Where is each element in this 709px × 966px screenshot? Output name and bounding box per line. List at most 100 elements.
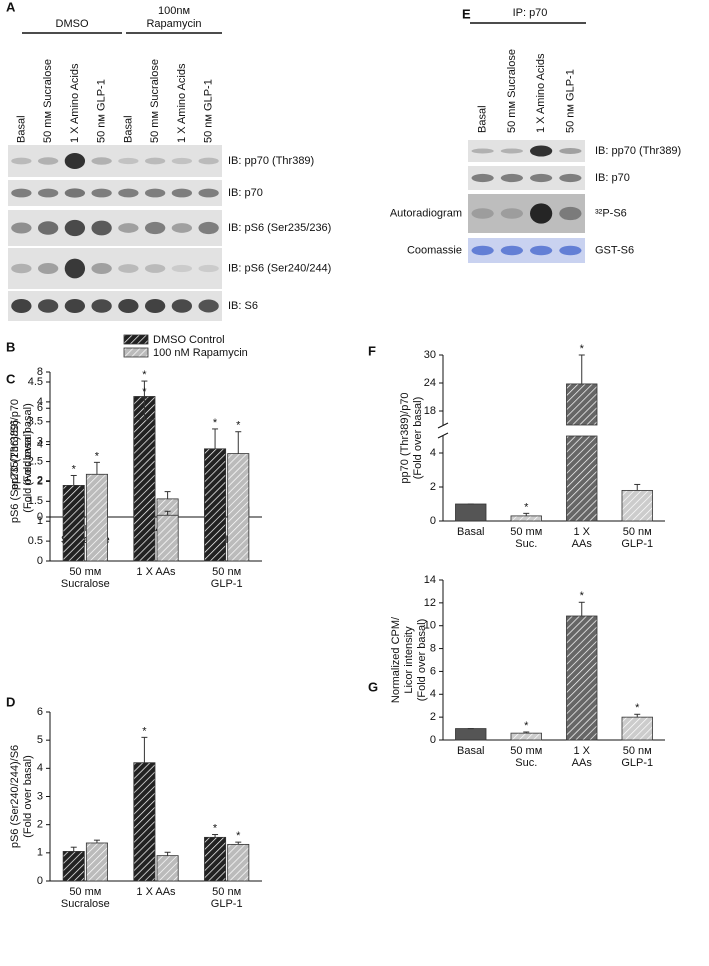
x-tick-label: 1 X AAs (136, 566, 176, 578)
y-tick-label: 0 (37, 511, 43, 523)
bar (204, 836, 227, 882)
blot-band (144, 221, 166, 235)
blot-band (37, 299, 59, 313)
x-tick-label: Suc. (515, 757, 537, 769)
blot-band (91, 220, 112, 236)
legend-label: 100 nM Rapamycin (153, 347, 248, 359)
row-label: IB: pp70 (Thr389) (595, 145, 681, 157)
y-tick-label: 2 (37, 475, 43, 487)
blot-band (11, 157, 32, 165)
bar (85, 842, 108, 882)
bar (62, 851, 85, 882)
blot-band (118, 299, 139, 313)
y-tick-label: 24 (424, 377, 436, 389)
blot-band (500, 208, 523, 219)
lane-label: 1 X Amino Acids (535, 53, 547, 133)
y-axis-label: pp70 (Thr389)/p70 (399, 392, 411, 483)
y-tick-label: 0.5 (28, 535, 43, 547)
bar (510, 732, 542, 741)
significance-label: * (213, 417, 218, 429)
blot-band (91, 299, 112, 313)
row-label: IB: S6 (228, 300, 258, 312)
x-tick-label: Suc. (515, 538, 537, 550)
x-tick-label: 50 mм (69, 886, 101, 898)
error-bar (235, 841, 242, 845)
blot-band (198, 221, 219, 235)
blot-band (198, 299, 219, 313)
blot-band (91, 263, 112, 274)
bar (227, 843, 250, 882)
error-bar (70, 474, 77, 486)
error-bar (93, 461, 100, 475)
error-bar (523, 512, 530, 516)
blot-band (471, 148, 494, 154)
blot-band (64, 219, 86, 237)
y-tick-label: 30 (424, 349, 436, 361)
blot-band (530, 145, 553, 157)
x-tick-label: Basal (457, 526, 485, 538)
error-bar (634, 483, 641, 491)
y-tick-label: 6 (37, 706, 43, 718)
legend-label: DMSO Control (153, 334, 225, 346)
significance-label: * (524, 720, 529, 732)
x-tick-label: 50 mм (69, 566, 101, 578)
bar (85, 473, 108, 562)
bar (62, 485, 85, 562)
blot-band (144, 299, 166, 313)
blot-band (500, 245, 523, 256)
blot-band (471, 208, 494, 219)
row-label: ³²P-S6 (595, 207, 627, 219)
x-tick-label: 50 nм (212, 566, 241, 578)
x-tick-label: GLP-1 (211, 578, 243, 590)
error-bar (164, 851, 171, 856)
blot-band (118, 223, 139, 233)
y-tick-label: 4 (37, 762, 43, 774)
row-label: IB: pS6 (Ser240/244) (228, 262, 331, 274)
blot-band (118, 264, 139, 273)
significance-label: * (142, 725, 147, 737)
blot-band (171, 157, 193, 165)
lane-label: Basal (122, 115, 134, 143)
y-axis-label: pS6 (Ser235/236)/S6 (9, 420, 21, 523)
significance-label: * (580, 590, 585, 602)
error-bar (164, 510, 171, 516)
significance-label: * (580, 343, 585, 355)
y-tick-label: 14 (424, 574, 436, 586)
x-tick-label: 1 X AAs (136, 886, 176, 898)
y-tick-label: 12 (424, 597, 436, 609)
blot-band (530, 245, 553, 256)
blot-band (37, 221, 59, 235)
bar (510, 515, 542, 522)
x-tick-label: GLP-1 (211, 898, 243, 910)
blot-band (11, 263, 32, 274)
significance-label: * (236, 830, 241, 842)
y-tick-label: 2 (430, 711, 436, 723)
blot-strip (468, 140, 585, 162)
significance-label: * (236, 420, 241, 432)
y-tick-label: 1 (37, 515, 43, 527)
blot-band (471, 173, 494, 183)
bar (156, 855, 179, 882)
blot-band (559, 245, 582, 256)
bar (156, 514, 179, 562)
x-tick-label: Basal (457, 745, 485, 757)
significance-label: * (95, 450, 100, 462)
lane-label: 1 X Amino Acids (176, 63, 188, 143)
row-label: IB: p70 (228, 187, 263, 199)
y-tick-label: 3.5 (28, 416, 43, 428)
group-label: DMSO (56, 18, 89, 30)
blot-band (118, 188, 139, 198)
blot-band (559, 148, 582, 154)
x-tick-label: 50 nм (623, 745, 652, 757)
y-tick-label: 18 (424, 405, 436, 417)
x-tick-label: 50 nм (212, 886, 241, 898)
lane-label: 50 mм Sucralose (149, 59, 161, 143)
y-tick-label: 0 (37, 875, 43, 887)
error-bar (70, 846, 77, 852)
x-tick-label: 50 mм (510, 745, 542, 757)
blot-band (171, 264, 193, 273)
y-tick-label: 8 (430, 642, 436, 654)
y-axis-label: (Fold over basal) (22, 755, 34, 838)
lane-label: 1 X Amino Acids (69, 63, 81, 143)
x-tick-label: Sucralose (61, 898, 110, 910)
